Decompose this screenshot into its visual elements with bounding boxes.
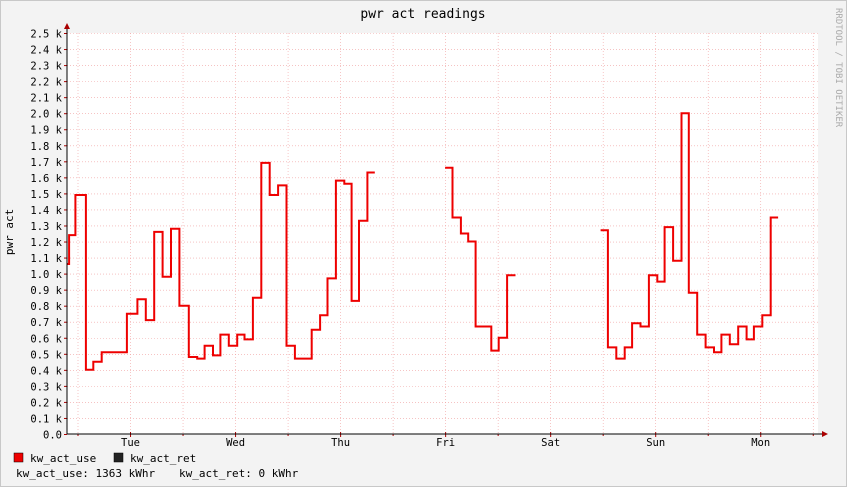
grid-lines [67, 33, 818, 434]
y-tick-label: 0.5 k [30, 349, 62, 361]
y-tick-label: 1.6 k [30, 173, 62, 185]
y-tick-label: 1.2 k [30, 237, 62, 249]
y-tick-label: 0.7 k [30, 317, 62, 329]
y-tick-label: 0.9 k [30, 285, 62, 297]
y-tick-label: 0.4 k [30, 365, 62, 377]
axes [64, 23, 828, 437]
series-line-kw-act-use [445, 166, 516, 352]
x-tick-label: Wed [226, 437, 245, 449]
y-tick-label: 1.7 k [30, 157, 62, 169]
plot-area [67, 33, 818, 434]
legend-swatch-kw-act-ret [113, 452, 124, 463]
series-line-kw-act-use [600, 112, 779, 360]
x-tick-label: Sun [646, 437, 665, 449]
y-tick-label: 0.8 k [30, 301, 62, 313]
x-tick-label: Tue [121, 437, 140, 449]
summary-use-total: kw_act_use: 1363 kWhr [16, 467, 155, 480]
y-tick-label: 2.0 k [30, 109, 62, 121]
legend-swatch-kw-act-use [13, 452, 24, 463]
y-tick-label: 1.8 k [30, 141, 62, 153]
series-layer [67, 112, 779, 371]
y-tick-label: 2.5 k [30, 29, 62, 41]
y-tick-label: 0.1 k [30, 413, 62, 425]
rrdtool-watermark: RRDTOOL / TOBI OETIKER [833, 8, 843, 128]
x-tick-label: Thu [331, 437, 350, 449]
x-tick-label: Sat [541, 437, 560, 449]
y-axis-ticks: 0.0 0.1 k 0.2 k 0.3 k 0.4 k 0.5 k 0.6 k 0.7 k 0.… [30, 29, 67, 442]
summary-ret-total: kw_act_ret: 0 kWhr [179, 467, 299, 480]
y-tick-label: 2.4 k [30, 45, 62, 57]
y-tick-label: 2.2 k [30, 77, 62, 89]
y-tick-label: 1.0 k [30, 269, 62, 281]
x-tick-label: Fri [436, 437, 455, 449]
y-tick-label: 0.2 k [30, 397, 62, 409]
y-tick-label: 0.3 k [30, 381, 62, 393]
x-axis-ticks: Tue Wed Thu Fri Sat Sun Mon [77, 432, 814, 449]
y-axis-label: pwr act [3, 209, 16, 255]
y-tick-label: 2.1 k [30, 93, 62, 105]
legend: kw_act_use kw_act_ret kw_act_use: 1363 k… [13, 452, 299, 480]
y-tick-label: 1.4 k [30, 205, 62, 217]
x-axis-arrow-icon [822, 431, 828, 437]
y-tick-label: 2.3 k [30, 61, 62, 73]
y-tick-label: 1.1 k [30, 253, 62, 265]
y-tick-label: 0.0 [43, 430, 62, 442]
y-tick-label: 1.5 k [30, 189, 62, 201]
x-tick-label: Mon [751, 437, 770, 449]
y-tick-label: 0.6 k [30, 333, 62, 345]
y-tick-label: 1.9 k [30, 125, 62, 137]
legend-label-kw-act-ret: kw_act_ret [130, 452, 196, 465]
legend-label-kw-act-use: kw_act_use [30, 452, 96, 465]
y-tick-label: 1.3 k [30, 221, 62, 233]
series-line-kw-act-use [67, 161, 375, 371]
y-axis-arrow-icon [64, 23, 70, 29]
chart-title: pwr act readings [360, 7, 485, 22]
